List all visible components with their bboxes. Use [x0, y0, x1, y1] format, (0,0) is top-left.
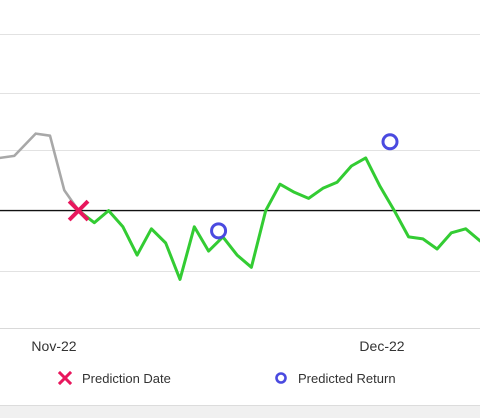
x-tick-label-nov-22: Nov-22: [31, 338, 76, 354]
x-axis-ticks: Nov-22 Dec-22: [31, 338, 404, 354]
x-cross-icon: [58, 371, 72, 385]
x-cross-icon: [67, 199, 90, 222]
series-layer: [0, 132, 480, 281]
circle-icon: [275, 372, 287, 384]
chart-area: Nov-22 Dec-22: [0, 34, 480, 354]
predicted-return-marker: [210, 222, 228, 240]
history-series-line: [0, 132, 80, 212]
gridlines: [0, 34, 480, 329]
legend-label-prediction-date: Prediction Date: [82, 370, 171, 386]
legend-label-predicted-return: Predicted Return: [298, 370, 396, 386]
legend-item-predicted-return[interactable]: Predicted Return: [274, 369, 396, 387]
predicted-return-marker: [381, 133, 399, 151]
scrollbar-track: [0, 405, 480, 418]
line-chart: Nov-22 Dec-22: [0, 34, 480, 354]
legend-item-prediction-date[interactable]: Prediction Date: [58, 369, 171, 387]
marker-layer: [67, 133, 399, 240]
forward-series-line: [77, 156, 480, 281]
x-tick-label-dec-22: Dec-22: [359, 338, 404, 354]
prediction-date-marker: [67, 199, 90, 222]
